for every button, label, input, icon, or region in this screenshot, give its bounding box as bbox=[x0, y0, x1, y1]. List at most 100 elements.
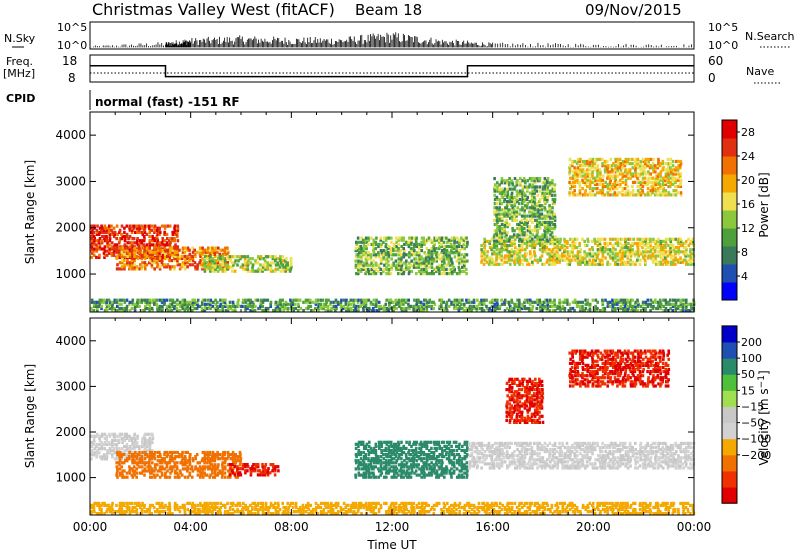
range-gate-cell bbox=[150, 306, 154, 311]
range-gate-cell bbox=[370, 236, 373, 240]
range-gate-cell bbox=[539, 304, 542, 308]
range-gate-cell bbox=[679, 243, 683, 248]
range-gate-cell bbox=[156, 265, 159, 269]
range-gate-cell bbox=[533, 200, 536, 204]
range-gate-cell bbox=[110, 247, 114, 251]
range-gate-cell bbox=[480, 260, 483, 264]
range-gate-cell bbox=[151, 234, 154, 239]
range-gate-cell bbox=[229, 306, 233, 311]
range-gate-cell bbox=[513, 239, 516, 243]
range-gate-cell bbox=[116, 232, 119, 236]
range-gate-cell bbox=[97, 255, 101, 259]
range-gate-cell bbox=[160, 471, 164, 475]
range-gate-cell bbox=[432, 240, 436, 244]
range-gate-cell bbox=[272, 261, 275, 265]
range-gate-cell bbox=[619, 162, 622, 166]
range-gate-cell bbox=[493, 252, 496, 256]
range-gate-cell bbox=[540, 222, 544, 227]
range-gate-cell bbox=[634, 260, 638, 264]
range-gate-cell bbox=[576, 252, 580, 256]
range-gate-cell bbox=[148, 447, 152, 451]
range-gate-cell bbox=[362, 247, 366, 251]
range-gate-cell bbox=[116, 453, 119, 457]
range-gate-cell bbox=[515, 250, 519, 254]
range-gate-cell bbox=[495, 218, 499, 222]
range-gate-cell bbox=[158, 245, 161, 249]
range-gate-cell bbox=[405, 253, 408, 257]
range-gate-cell bbox=[102, 298, 106, 302]
range-gate-cell bbox=[568, 302, 571, 306]
range-gate-cell bbox=[601, 250, 604, 254]
range-gate-cell bbox=[550, 237, 554, 241]
range-gate-cell bbox=[629, 246, 632, 250]
range-gate-cell bbox=[100, 447, 104, 451]
range-gate-cell bbox=[131, 461, 134, 465]
range-gate-cell bbox=[186, 306, 189, 311]
range-gate-cell bbox=[622, 174, 625, 178]
range-gate-cell bbox=[153, 261, 157, 265]
range-gate-cell bbox=[591, 176, 595, 180]
range-gate-cell bbox=[510, 200, 514, 204]
range-gate-cell bbox=[492, 218, 496, 222]
range-gate-cell bbox=[161, 263, 165, 267]
range-gate-cell bbox=[548, 210, 552, 214]
range-gate-cell bbox=[546, 227, 550, 231]
range-gate-cell bbox=[550, 181, 554, 185]
range-gate-cell bbox=[602, 174, 605, 178]
range-gate-cell bbox=[410, 259, 413, 263]
range-gate-cell bbox=[667, 172, 670, 176]
range-gate-cell bbox=[222, 259, 225, 263]
range-gate-cell bbox=[204, 306, 207, 311]
range-gate-cell bbox=[490, 248, 493, 252]
range-gate-cell bbox=[364, 244, 368, 249]
range-gate-cell bbox=[601, 237, 604, 241]
range-gate-cell bbox=[427, 255, 431, 259]
range-gate-cell bbox=[407, 253, 411, 257]
range-gate-cell bbox=[493, 233, 496, 237]
range-gate-cell bbox=[510, 258, 514, 262]
range-gate-cell bbox=[659, 174, 662, 178]
range-gate-cell bbox=[365, 240, 369, 244]
range-gate-cell bbox=[158, 232, 161, 236]
range-gate-cell bbox=[438, 238, 441, 242]
range-gate-cell bbox=[616, 174, 620, 178]
range-gate-cell bbox=[188, 306, 192, 311]
range-gate-cell bbox=[452, 302, 456, 306]
range-gate-cell bbox=[649, 302, 652, 306]
range-gate-cell bbox=[662, 193, 665, 197]
range-gate-cell bbox=[425, 238, 429, 242]
range-gate-cell bbox=[664, 252, 667, 256]
range-gate-cell bbox=[160, 300, 164, 304]
range-gate-cell bbox=[142, 250, 146, 254]
range-gate-cell bbox=[492, 239, 496, 243]
range-gate-cell bbox=[453, 238, 456, 242]
range-gate-cell bbox=[677, 304, 680, 308]
range-gate-cell bbox=[634, 309, 637, 313]
range-gate-cell bbox=[384, 302, 388, 306]
range-gate-cell bbox=[506, 243, 509, 248]
range-gate-cell bbox=[523, 237, 527, 241]
range-gate-cell bbox=[546, 195, 549, 199]
range-gate-cell bbox=[649, 184, 653, 189]
range-gate-cell bbox=[322, 302, 326, 306]
range-gate-cell bbox=[679, 241, 682, 246]
range-gate-cell bbox=[450, 302, 453, 306]
nsky-label: N.Sky bbox=[4, 32, 36, 45]
range-gate-cell bbox=[95, 451, 99, 455]
range-gate-cell bbox=[412, 251, 415, 255]
range-gate-cell bbox=[112, 249, 116, 253]
range-gate-cell bbox=[679, 180, 683, 184]
range-gate-cell bbox=[407, 304, 411, 308]
range-gate-cell bbox=[423, 251, 426, 255]
range-gate-cell bbox=[515, 212, 518, 216]
range-gate-cell bbox=[637, 254, 640, 258]
range-gate-cell bbox=[402, 298, 406, 302]
range-gate-cell bbox=[433, 242, 436, 246]
range-gate-cell bbox=[653, 193, 657, 197]
range-gate-cell bbox=[405, 298, 408, 302]
range-gate-cell bbox=[380, 253, 384, 257]
range-gate-cell bbox=[601, 189, 605, 193]
range-gate-cell bbox=[525, 233, 529, 237]
range-gate-cell bbox=[460, 253, 463, 257]
